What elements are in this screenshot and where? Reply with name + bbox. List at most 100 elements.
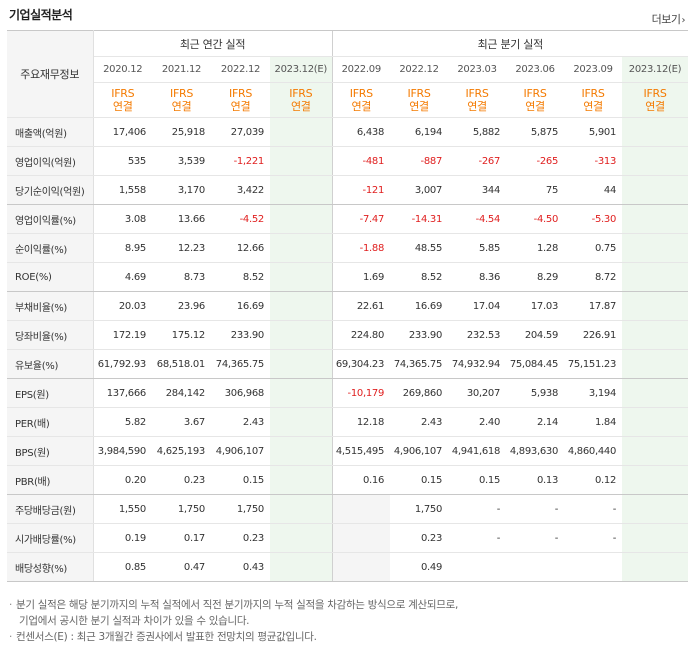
table-cell — [506, 552, 565, 582]
table-cell: 8.95 — [93, 233, 152, 263]
table-cell: 3.08 — [93, 204, 152, 234]
table-row: 영업이익률(%) 3.08 13.66 -4.52 -7.47 -14.31 -4.54 -4… — [7, 204, 689, 234]
ifrs-header: IFRS 연결 — [448, 82, 507, 118]
table-cell: 8.52 — [211, 262, 270, 292]
ifrs-header: IFRS 연결 — [211, 82, 270, 118]
table-cell: 535 — [93, 146, 152, 176]
period-header: 2023.06 — [506, 56, 565, 83]
table-cell — [622, 407, 689, 437]
ifrs-label: IFRS — [111, 87, 135, 100]
table-cell: -481 — [331, 146, 391, 176]
table-cell — [622, 494, 689, 524]
table-row: 부채비율(%) 20.03 23.96 16.69 22.61 16.69 17.04 17.… — [7, 291, 689, 321]
table-cell: 0.15 — [448, 465, 507, 495]
table-cell: 74,365.75 — [211, 349, 270, 379]
table-cell: 17.04 — [448, 291, 507, 321]
table-cell: 1,550 — [93, 494, 152, 524]
table-cell: 4,860,440 — [564, 436, 623, 466]
table-cell — [622, 320, 689, 350]
consolidated-label: 연결 — [525, 100, 545, 113]
table-cell: 172.19 — [93, 320, 152, 350]
table-row: 유보율(%) 61,792.93 68,518.01 74,365.75 69,304.… — [7, 349, 689, 379]
table-cell: 4,906,107 — [211, 436, 270, 466]
table-cell: -10,179 — [331, 378, 391, 408]
table-cell: 75,151.23 — [564, 349, 623, 379]
period-header: 2023.09 — [564, 56, 623, 83]
table-cell — [622, 378, 689, 408]
table-cell — [331, 552, 391, 582]
table-cell: 12.23 — [152, 233, 211, 263]
table-cell — [270, 233, 333, 263]
quarter-group-header: 최근 분기 실적 — [331, 30, 689, 57]
ifrs-label: IFRS — [581, 87, 605, 100]
table-cell: 232.53 — [448, 320, 507, 350]
table-cell: 4,625,193 — [152, 436, 211, 466]
row-label: 부채비율(%) — [7, 291, 94, 321]
period-header: 2023.12(E) — [622, 56, 689, 83]
table-cell: 6,194 — [390, 117, 449, 147]
table-cell — [270, 262, 333, 292]
table-cell: 0.43 — [211, 552, 270, 582]
table-cell — [270, 291, 333, 321]
period-header: 2022.12 — [390, 56, 449, 83]
table-cell: -887 — [390, 146, 449, 176]
table-cell: 175.12 — [152, 320, 211, 350]
table-cell — [270, 552, 333, 582]
table-cell: 68,518.01 — [152, 349, 211, 379]
table-cell: 226.91 — [564, 320, 623, 350]
table-cell: 1.84 — [564, 407, 623, 437]
table-cell: 16.69 — [390, 291, 449, 321]
table-cell: 4,893,630 — [506, 436, 565, 466]
table-cell: 69,304.23 — [331, 349, 391, 379]
table-cell — [270, 204, 333, 234]
table-cell: 1.69 — [331, 262, 391, 292]
row-label: EPS(원) — [7, 378, 94, 408]
period-header: 2022.12 — [211, 56, 270, 83]
table-cell: -1.88 — [331, 233, 391, 263]
table-cell: 0.23 — [152, 465, 211, 495]
table-cell: 0.23 — [211, 523, 270, 553]
table-row: 매출액(억원) 17,406 25,918 27,039 6,438 6,194 5,882… — [7, 117, 689, 147]
consolidated-label: 연결 — [645, 100, 665, 113]
table-cell: 0.17 — [152, 523, 211, 553]
label-column-header: 주요재무정보 — [7, 30, 94, 118]
table-cell: 269,860 — [390, 378, 449, 408]
ifrs-header: IFRS 연결 — [506, 82, 565, 118]
table-cell — [331, 494, 391, 524]
more-link[interactable]: 더보기› — [651, 11, 686, 27]
table-cell: 8.73 — [152, 262, 211, 292]
table-cell: 2.14 — [506, 407, 565, 437]
table-cell: -5.30 — [564, 204, 623, 234]
table-cell: 0.85 — [93, 552, 152, 582]
table-cell: 3,984,590 — [93, 436, 152, 466]
table-cell: 75,084.45 — [506, 349, 565, 379]
row-label: 영업이익률(%) — [7, 204, 94, 234]
row-label: 주당배당금(원) — [7, 494, 94, 524]
table-cell: -7.47 — [331, 204, 391, 234]
table-cell: 0.19 — [93, 523, 152, 553]
table-cell: -121 — [331, 175, 391, 205]
table-row: PBR(배) 0.20 0.23 0.15 0.16 0.15 0.15 0.13 0.12 — [7, 465, 689, 495]
ifrs-label: IFRS — [523, 87, 547, 100]
table-cell: 1,750 — [152, 494, 211, 524]
table-cell — [331, 523, 391, 553]
table-cell: -4.54 — [448, 204, 507, 234]
more-label: 더보기 — [651, 13, 681, 26]
table-row: PER(배) 5.82 3.67 2.43 12.18 2.43 2.40 2.14 1.84 — [7, 407, 689, 437]
table-cell: 8.36 — [448, 262, 507, 292]
ifrs-label: IFRS — [465, 87, 489, 100]
table-cell: 5.85 — [448, 233, 507, 263]
table-cell: 4,906,107 — [390, 436, 449, 466]
table-cell: 1,750 — [390, 494, 449, 524]
ifrs-label: IFRS — [170, 87, 193, 100]
table-cell: 344 — [448, 175, 507, 205]
table-cell — [564, 552, 623, 582]
table-row: 영업이익(억원) 535 3,539 -1,221 -481 -887 -267 -265 -3… — [7, 146, 689, 176]
table-row: 배당성향(%) 0.85 0.47 0.43 0.49 — [7, 552, 689, 582]
table-cell: 6,438 — [331, 117, 391, 147]
table-cell: -1,221 — [211, 146, 270, 176]
table-row: 순이익률(%) 8.95 12.23 12.66 -1.88 48.55 5.85 1.28 0… — [7, 233, 689, 263]
period-header: 2023.03 — [448, 56, 507, 83]
row-label: 순이익률(%) — [7, 233, 94, 263]
row-label: 유보율(%) — [7, 349, 94, 379]
